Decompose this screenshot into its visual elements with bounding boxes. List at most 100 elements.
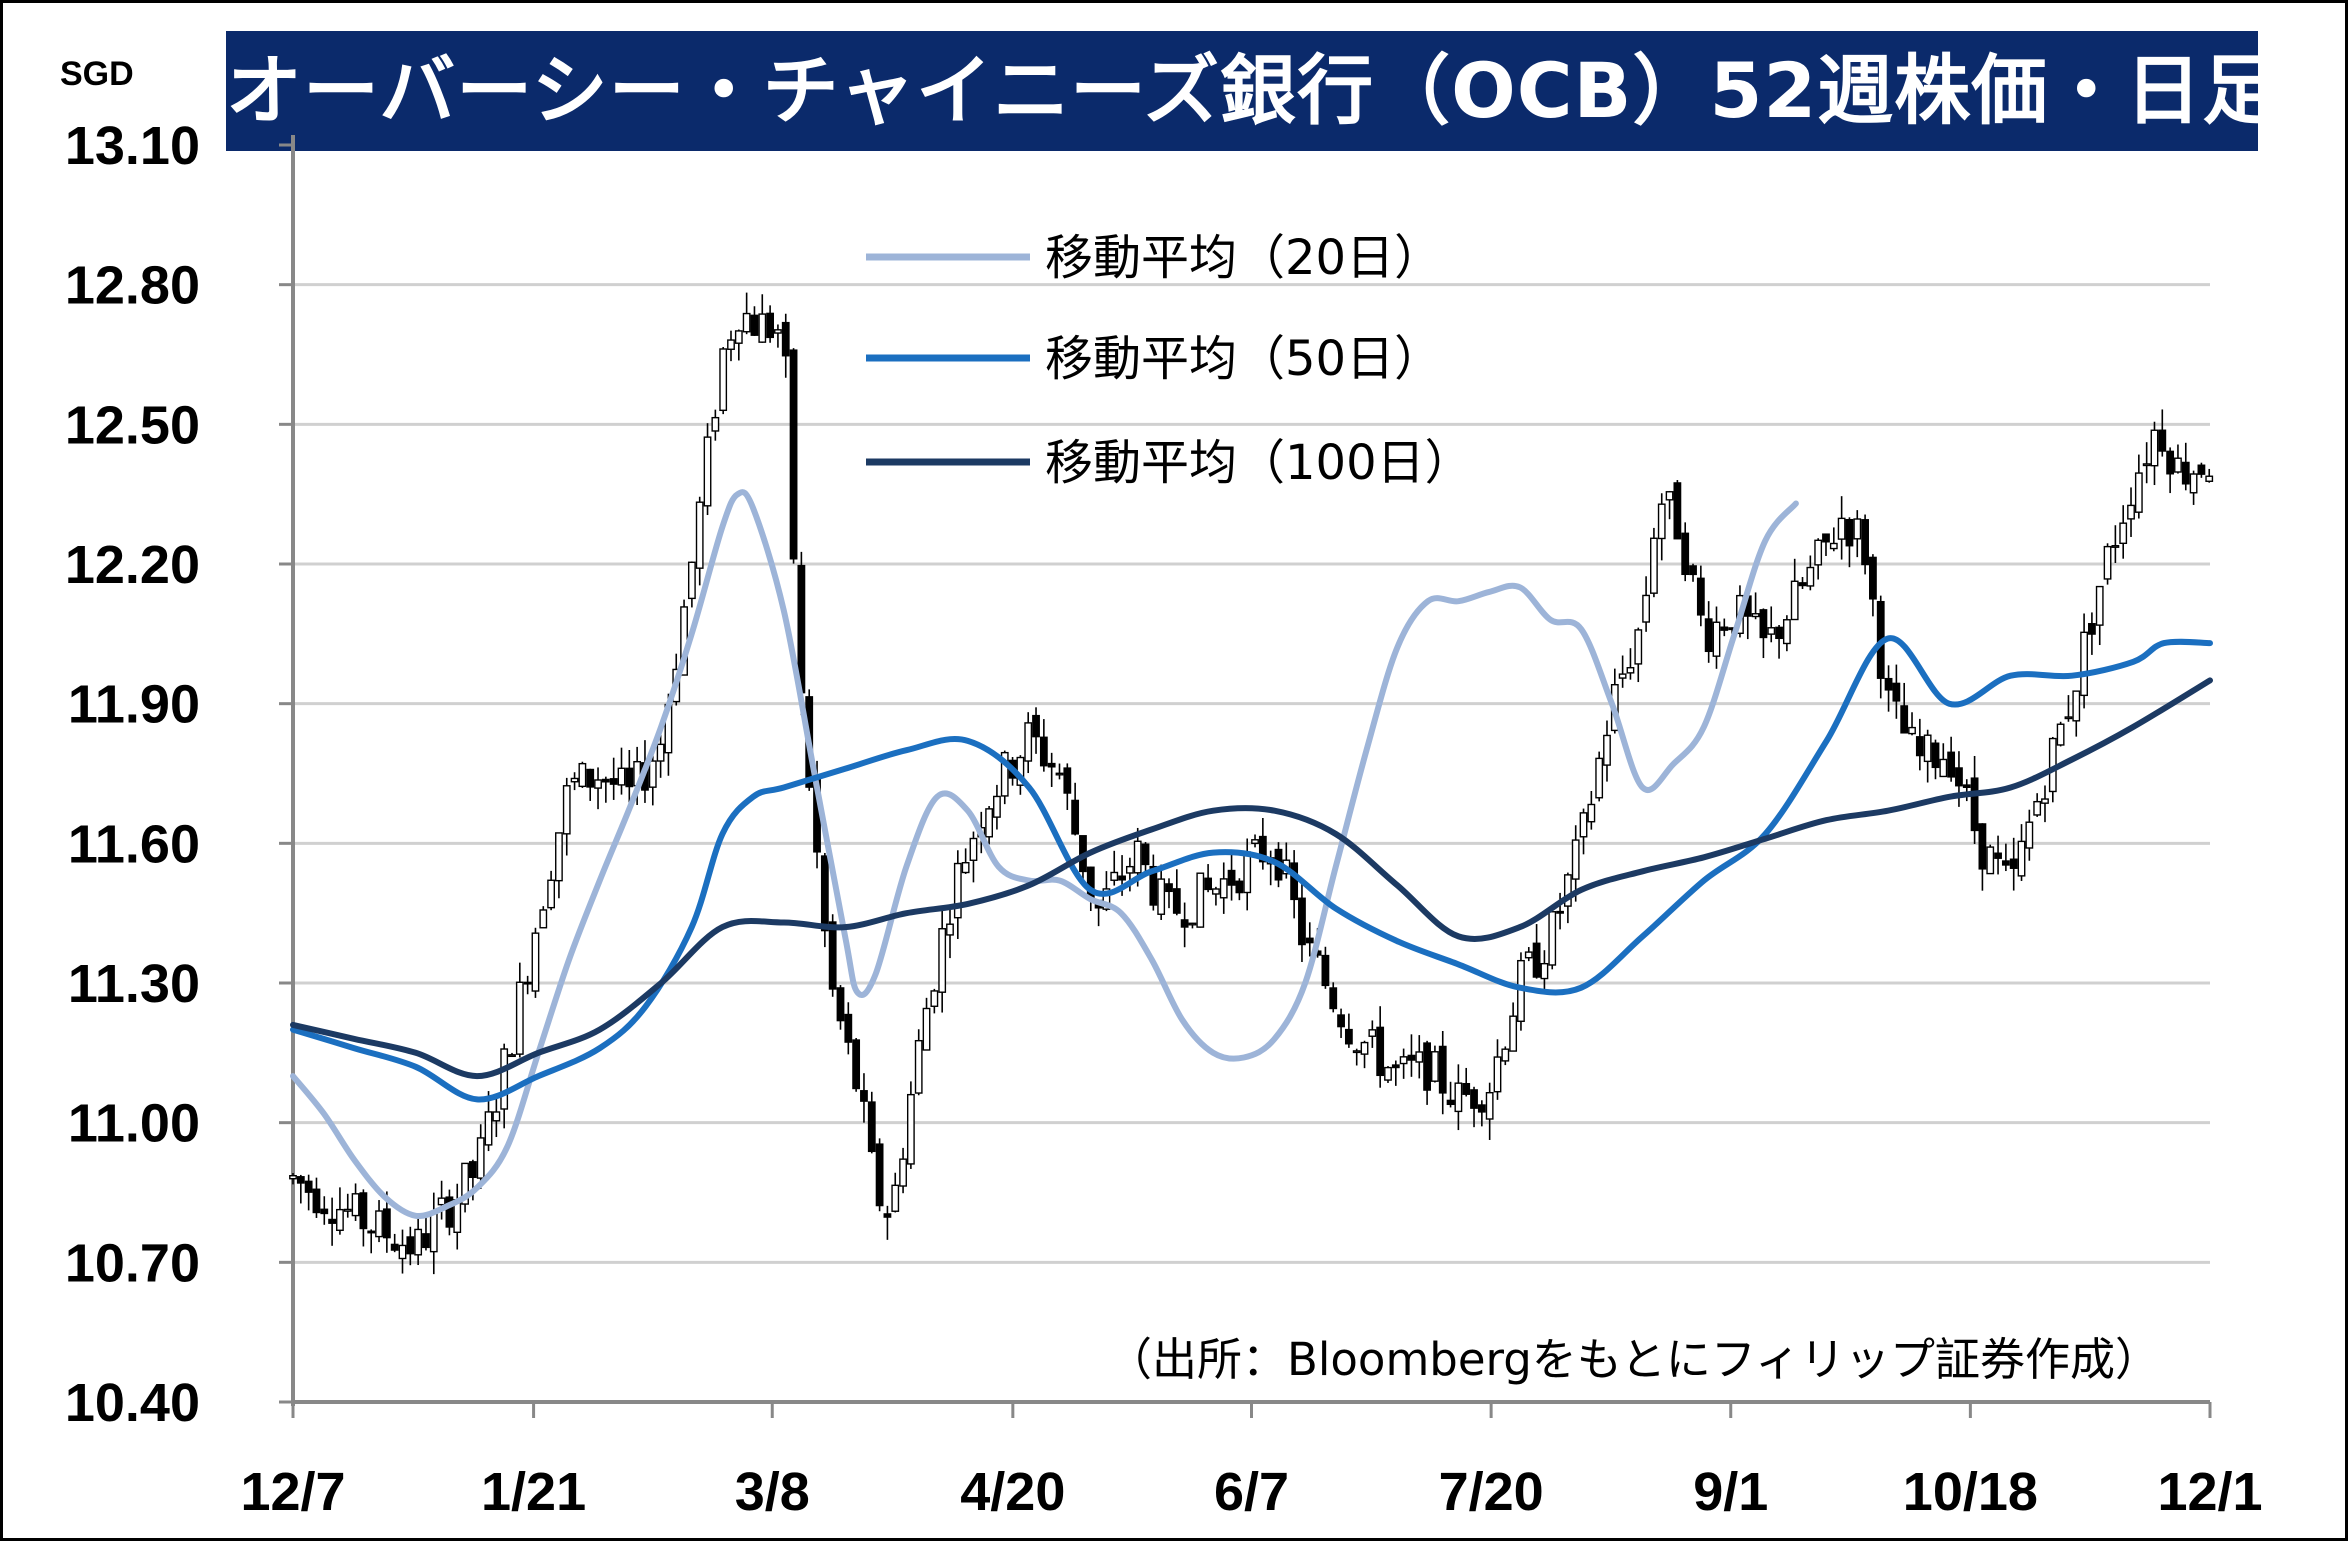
candle-body xyxy=(500,1048,509,1110)
candle-body xyxy=(351,1193,360,1217)
title-bar: オーバーシー・チャイニーズ銀行（OCB）52週株価・日足 xyxy=(226,31,2280,151)
candle-body xyxy=(1063,767,1072,794)
y-unit-label: SGD xyxy=(60,55,134,93)
candle-body xyxy=(555,832,563,882)
candle-body xyxy=(734,330,743,344)
candle-body xyxy=(2064,716,2073,720)
candle-body xyxy=(1595,757,1604,799)
candle-body xyxy=(2189,473,2198,494)
candle-body xyxy=(328,1218,337,1224)
x-tick-label: 3/8 xyxy=(735,1462,810,1522)
candle-body xyxy=(2009,858,2018,869)
y-tick-label: 12.50 xyxy=(65,395,200,455)
candle-body xyxy=(1141,843,1150,866)
candle-body xyxy=(750,314,759,336)
candle-body xyxy=(930,990,939,1007)
candle-body xyxy=(1650,537,1658,594)
candle-body xyxy=(2080,631,2088,697)
candle-body xyxy=(1587,803,1596,823)
candle-body xyxy=(601,778,610,783)
candle-body xyxy=(922,1007,931,1051)
candle-body xyxy=(1196,872,1205,928)
ma100-line xyxy=(290,677,2213,1080)
candle-body xyxy=(1618,673,1627,679)
y-tick-label: 10.70 xyxy=(65,1233,200,1293)
candle-body xyxy=(985,808,994,838)
candle-body xyxy=(1305,937,1314,944)
candle-body xyxy=(789,349,798,560)
y-tick-label: 11.60 xyxy=(68,814,200,874)
candle-body xyxy=(875,1143,884,1207)
x-tick-label: 1/21 xyxy=(481,1462,586,1522)
candle-body xyxy=(1446,1099,1455,1106)
candle-body xyxy=(648,760,657,788)
candle-body xyxy=(1423,1042,1431,1091)
candle-body xyxy=(2001,860,2010,866)
candle-body xyxy=(1767,627,1776,635)
candle-body xyxy=(586,768,595,788)
candle-body xyxy=(1188,922,1197,926)
candle-body xyxy=(1790,580,1799,621)
candle-body xyxy=(687,561,696,600)
ma20-line xyxy=(290,489,1799,1220)
candle-body xyxy=(320,1208,329,1215)
candle-body xyxy=(1172,888,1181,914)
candle-body xyxy=(1329,987,1338,1010)
candle-body xyxy=(1024,722,1033,762)
x-tick-label: 12/1 xyxy=(2157,1462,2262,1522)
candle-body xyxy=(304,1180,313,1193)
candle-body xyxy=(367,1230,376,1234)
candle-body xyxy=(711,416,720,432)
candle-body xyxy=(1861,519,1869,566)
candle-body xyxy=(938,928,947,993)
candle-body xyxy=(1923,734,1932,763)
candle-body xyxy=(1384,1066,1392,1081)
candle-body xyxy=(2197,464,2206,475)
x-tick-label: 10/18 xyxy=(1903,1462,2038,1522)
candle-body xyxy=(429,1211,438,1253)
candle-body xyxy=(594,779,602,789)
candle-body xyxy=(484,1111,493,1146)
y-tick-label: 11.30 xyxy=(68,954,200,1014)
candle-body xyxy=(1039,736,1048,767)
x-tick-label: 7/20 xyxy=(1439,1462,1544,1522)
legend-label-ma50: 移動平均（50日） xyxy=(1045,331,1442,387)
candle-body xyxy=(1892,682,1901,702)
candle-body xyxy=(562,785,571,835)
candle-body xyxy=(758,313,767,343)
candle-body xyxy=(766,312,775,339)
candle-body xyxy=(1994,852,2002,859)
y-tick-label: 11.00 xyxy=(68,1094,200,1154)
candle-body xyxy=(1931,742,1940,769)
legend-label-ma20: 移動平均（20日） xyxy=(1045,230,1442,286)
x-tick-label: 12/7 xyxy=(240,1462,345,1522)
candle-body xyxy=(953,862,962,919)
candle-body xyxy=(2158,429,2167,452)
candle-body xyxy=(2111,545,2120,548)
candle-body xyxy=(414,1228,423,1256)
candle-body xyxy=(1485,1092,1494,1120)
gridlines xyxy=(293,283,2210,1264)
candle-body xyxy=(1227,869,1236,886)
candle-body xyxy=(1532,942,1541,978)
candle-body xyxy=(1470,1089,1478,1109)
candle-body xyxy=(492,1111,501,1122)
candle-body xyxy=(1962,784,1971,788)
candle-body xyxy=(1407,1054,1416,1061)
candle-body xyxy=(946,923,954,936)
candle-body xyxy=(523,981,532,985)
legend: 移動平均（20日） 移動平均（50日） 移動平均（100日） xyxy=(866,230,1473,491)
candle-body xyxy=(1360,1041,1369,1055)
candle-body xyxy=(1125,865,1134,874)
candle-body xyxy=(961,862,970,874)
candle-body xyxy=(774,329,782,334)
chart-title: オーバーシー・チャイニーズ銀行（OCB）52週株価・日足 xyxy=(226,46,2280,135)
candle-body xyxy=(1032,714,1040,738)
candle-body xyxy=(1000,751,1009,797)
candle-body xyxy=(2025,821,2034,849)
candle-body xyxy=(1477,1104,1486,1113)
candle-body xyxy=(382,1208,391,1239)
candle-body xyxy=(1751,613,1760,618)
candle-body xyxy=(1884,677,1893,691)
